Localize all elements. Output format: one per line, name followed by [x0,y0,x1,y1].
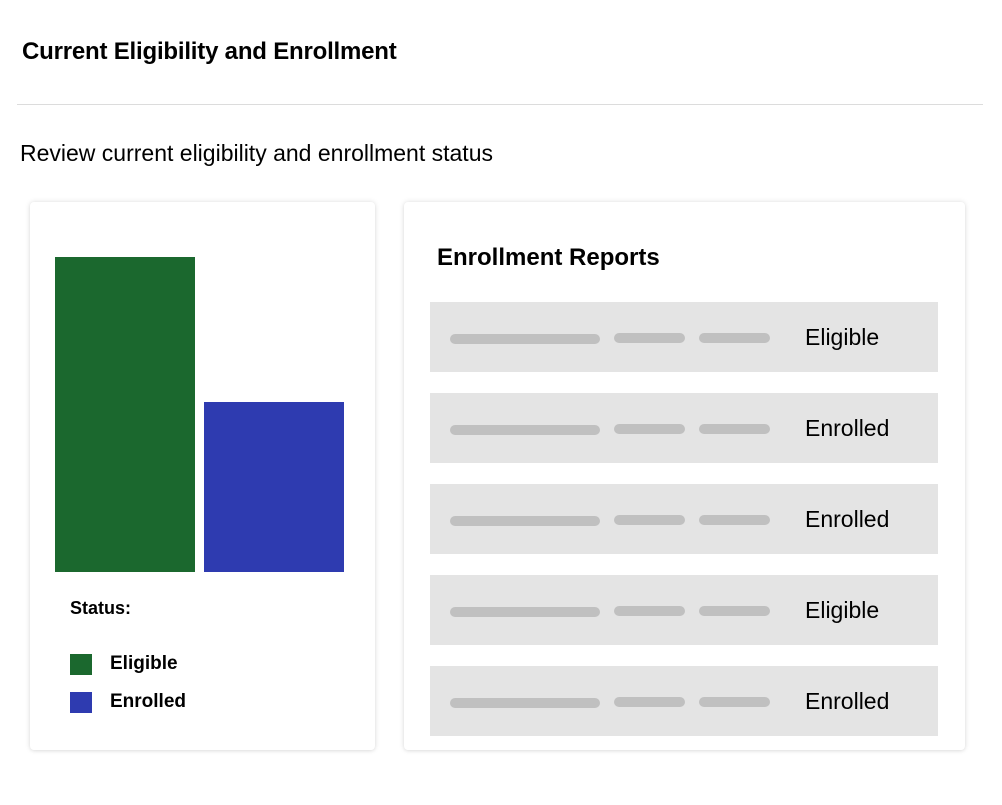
placeholder-bar [614,515,685,525]
legend-label-eligible: Eligible [110,653,178,674]
legend-title: Status: [70,598,132,618]
legend-label-enrolled: Enrolled [110,691,187,712]
header-divider [17,104,983,105]
row-status: Enrolled [805,506,890,532]
bar-chart [55,257,345,572]
row-status: Enrolled [805,415,890,441]
legend-item-enrolled: Enrolled [70,691,186,713]
page-subtitle: Review current eligibility and enrollmen… [20,140,493,166]
placeholder-bar [699,515,770,525]
enrollment-reports-card: Enrollment Reports Eligible Enrolled Enr… [404,202,965,750]
placeholder-bar [699,606,770,616]
report-row[interactable]: Eligible [430,575,938,645]
row-status: Eligible [805,597,880,623]
placeholder-bar [450,334,600,344]
placeholder-bar [614,697,685,707]
placeholder-bar [699,333,770,343]
status-chart-card: Status: Eligible Enrolled [30,202,375,750]
bar-eligible[interactable] [55,257,195,572]
placeholder-bar [450,516,600,526]
report-row[interactable]: Enrolled [430,484,938,554]
report-row[interactable]: Eligible [430,302,938,372]
placeholder-bar [614,333,685,343]
placeholder-bar [450,607,600,617]
legend-swatch-eligible [70,653,92,675]
row-status: Eligible [805,324,880,350]
report-row[interactable]: Enrolled [430,666,938,736]
placeholder-bar [450,425,600,435]
report-row[interactable]: Enrolled [430,393,938,463]
placeholder-bar [450,698,600,708]
placeholder-bar [699,424,770,434]
bar-enrolled[interactable] [204,402,344,572]
placeholder-bar [699,697,770,707]
placeholder-bar [614,606,685,616]
legend-item-eligible: Eligible [70,653,178,675]
reports-title: Enrollment Reports [437,244,660,271]
placeholder-bar [614,424,685,434]
legend-swatch-enrolled [70,691,92,713]
row-status: Enrolled [805,688,890,714]
page-title: Current Eligibility and Enrollment [22,38,397,65]
